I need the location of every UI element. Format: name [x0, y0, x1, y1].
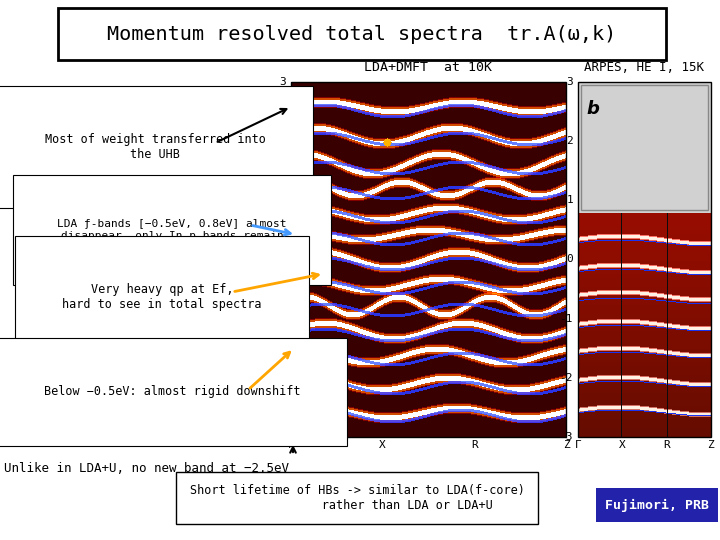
Text: b: b: [586, 100, 599, 118]
FancyBboxPatch shape: [58, 8, 666, 60]
Text: -3: -3: [272, 432, 286, 442]
Text: 3: 3: [566, 77, 573, 87]
Text: Unlike in LDA+U, no new band at −2.5eV: Unlike in LDA+U, no new band at −2.5eV: [4, 462, 289, 475]
Text: LDA+DMFT  at 10K: LDA+DMFT at 10K: [364, 61, 492, 74]
FancyBboxPatch shape: [176, 472, 538, 524]
Text: R: R: [663, 440, 670, 450]
Text: -2: -2: [272, 373, 286, 383]
Text: 1: 1: [279, 195, 286, 205]
Text: a: a: [301, 100, 314, 119]
Text: Most of weight transferred into
the UHB: Most of weight transferred into the UHB: [45, 133, 266, 161]
Text: Z: Z: [562, 440, 570, 450]
Text: 0: 0: [566, 254, 573, 265]
Text: 3: 3: [279, 77, 286, 87]
Text: -1: -1: [272, 314, 286, 324]
Text: Γ: Γ: [287, 440, 294, 450]
Text: 2: 2: [566, 136, 573, 146]
Text: Γ: Γ: [575, 440, 581, 450]
Text: 2: 2: [279, 136, 286, 146]
FancyBboxPatch shape: [596, 488, 718, 522]
Text: -1: -1: [559, 314, 573, 324]
Text: R: R: [471, 440, 478, 450]
Bar: [578, 82, 711, 437]
Text: ARPES, HE I, 15K: ARPES, HE I, 15K: [585, 61, 704, 74]
Text: X: X: [379, 440, 386, 450]
Text: Very heavy qp at Ef,
hard to see in total spectra: Very heavy qp at Ef, hard to see in tota…: [62, 283, 262, 311]
Text: LDA ƒ-bands [−0.5eV, 0.8eV] almost
disappear, only In-p bands remain: LDA ƒ-bands [−0.5eV, 0.8eV] almost disap…: [58, 219, 287, 241]
Text: Short lifetime of HBs -> similar to LDA(f-core)
              rather than LDA or: Short lifetime of HBs -> similar to LDA(…: [189, 484, 524, 512]
Text: -2: -2: [559, 373, 573, 383]
Text: X: X: [619, 440, 626, 450]
Bar: [581, 85, 708, 210]
Text: Fujimori, PRB: Fujimori, PRB: [605, 498, 709, 511]
Text: -3: -3: [559, 432, 573, 442]
Text: Momentum resolved total spectra  tr.A(ω,k): Momentum resolved total spectra tr.A(ω,k…: [107, 24, 616, 44]
Text: 1: 1: [566, 195, 573, 205]
Text: Z: Z: [708, 440, 714, 450]
Bar: [291, 82, 566, 437]
Text: 0: 0: [279, 254, 286, 265]
Text: Below −0.5eV: almost rigid downshift: Below −0.5eV: almost rigid downshift: [44, 386, 300, 399]
